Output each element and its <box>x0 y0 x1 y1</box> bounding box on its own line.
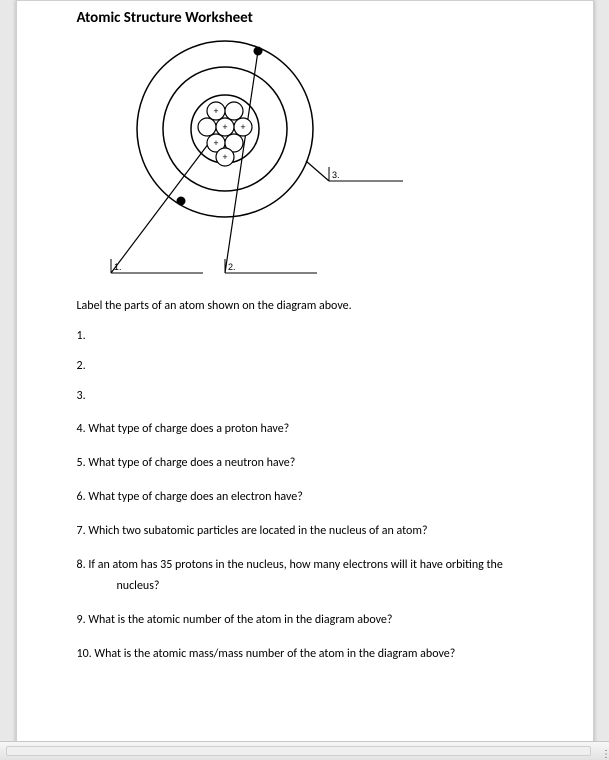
svg-text:2.: 2. <box>228 262 236 272</box>
question-5: 5. What type of charge does a neutron ha… <box>77 446 533 480</box>
atom-diagram: 1. 2. 3. + + + + + <box>77 33 593 291</box>
question-text: 7. Which two subatomic particles are loc… <box>77 524 428 538</box>
question-1: 1. <box>77 321 533 351</box>
question-list: 1. 2. 3. 4. What type of charge does a prot… <box>77 321 533 671</box>
svg-text:3.: 3. <box>332 170 340 180</box>
question-text: 2. <box>77 359 86 373</box>
svg-text:+: + <box>213 138 218 148</box>
scrollbar-track[interactable] <box>6 746 591 756</box>
instruction-text: Label the parts of an atom shown on the … <box>77 299 533 313</box>
atom-diagram-svg: 1. 2. 3. + + + + + <box>77 33 407 289</box>
svg-text:+: + <box>222 152 227 162</box>
worksheet-body: Label the parts of an atom shown on the … <box>77 299 533 671</box>
question-10: 10. What is the atomic mass/mass number … <box>77 637 533 671</box>
question-text: 6. What type of charge does an electron … <box>77 490 303 504</box>
svg-text:1.: 1. <box>114 262 122 272</box>
question-8: 8. If an atom has 35 protons in the nucl… <box>77 548 533 602</box>
resize-grip-icon: ⋮ <box>601 747 607 757</box>
question-7: 7. Which two subatomic particles are loc… <box>77 514 533 548</box>
question-text: 9. What is the atomic number of the atom… <box>77 613 393 627</box>
worksheet-page: Atomic Structure Worksheet 1. 2. 3. + + + + + L… <box>16 0 594 748</box>
viewport: Atomic Structure Worksheet 1. 2. 3. + + + + + L… <box>0 0 609 760</box>
question-4: 4. What type of charge does a proton hav… <box>77 412 533 446</box>
horizontal-scrollbar[interactable]: ⋮ <box>0 741 609 760</box>
question-2: 2. <box>77 351 533 381</box>
question-text: 5. What type of charge does a neutron ha… <box>77 456 296 470</box>
question-text: 4. What type of charge does a proton hav… <box>77 422 290 436</box>
question-text: 10. What is the atomic mass/mass number … <box>77 647 456 661</box>
question-text: 1. <box>77 329 86 343</box>
svg-text:+: + <box>222 122 227 132</box>
question-9: 9. What is the atomic number of the atom… <box>77 603 533 637</box>
question-text: 3. <box>77 389 86 403</box>
question-text: 8. If an atom has 35 protons in the nucl… <box>77 558 503 572</box>
question-3: 3. <box>77 381 533 411</box>
svg-text:+: + <box>213 106 218 116</box>
page-title: Atomic Structure Worksheet <box>77 9 593 27</box>
question-text-continued: nucleus? <box>117 574 533 594</box>
svg-text:+: + <box>240 122 245 132</box>
question-6: 6. What type of charge does an electron … <box>77 480 533 514</box>
